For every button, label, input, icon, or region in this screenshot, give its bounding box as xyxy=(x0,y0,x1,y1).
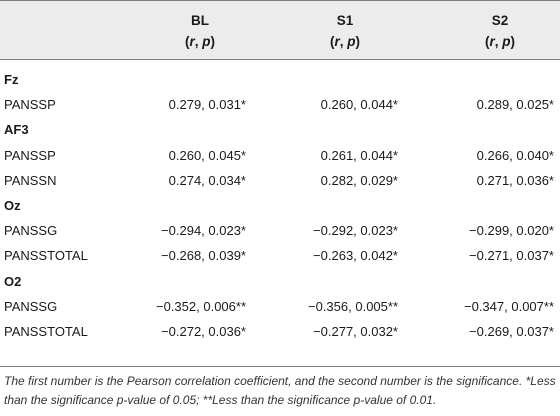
table-row: PANSSG −0.352, 0.006** −0.356, 0.005** −0.3… xyxy=(0,295,560,319)
row-label: PANSSP xyxy=(4,147,56,163)
row-label: PANSSP xyxy=(4,97,56,113)
row-label: PANSSTOTAL xyxy=(4,248,88,264)
table-row: PANSSTOTAL −0.268, 0.039* −0.263, 0.042* −0… xyxy=(0,244,560,268)
cell-bl: 0.279, 0.031* xyxy=(168,97,246,113)
table-bottom-rule xyxy=(0,366,560,367)
group-row: AF3 xyxy=(0,118,560,142)
cell-s1: −0.263, 0.042* xyxy=(313,248,398,264)
group-row: Fz xyxy=(0,68,560,92)
cell-s2: 0.289, 0.025* xyxy=(476,97,554,113)
table-header-rule xyxy=(0,59,560,60)
column-header-bl: BL (r, p) xyxy=(145,10,255,52)
table-row: PANSSP 0.279, 0.031* 0.260, 0.044* 0.289, 0… xyxy=(0,93,560,117)
row-label: PANSSG xyxy=(4,298,58,314)
column-header-bl-sub: (r, p) xyxy=(184,34,216,49)
cell-s1: −0.277, 0.032* xyxy=(313,324,398,339)
column-header-s2-title: S2 xyxy=(491,13,509,28)
cell-s2: −0.269, 0.037* xyxy=(469,324,554,339)
group-label: AF3 xyxy=(4,122,29,138)
column-header-s2: S2 (r, p) xyxy=(445,10,555,52)
cell-s1: −0.356, 0.005** xyxy=(308,298,398,314)
cell-bl: −0.352, 0.006** xyxy=(156,298,246,314)
table-row: PANSSTOTAL −0.272, 0.036* −0.277, 0.032* −0… xyxy=(0,320,560,344)
column-header-bl-title: BL xyxy=(191,13,209,28)
column-header-s1: S1 (r, p) xyxy=(290,10,400,52)
column-header-s1-sub: (r, p) xyxy=(329,34,361,49)
group-label: O2 xyxy=(4,273,22,289)
table-row: PANSSP 0.260, 0.045* 0.261, 0.044* 0.266, 0… xyxy=(0,144,560,168)
group-label: Fz xyxy=(4,72,19,87)
group-row: O2 xyxy=(0,270,560,294)
cell-s1: 0.260, 0.044* xyxy=(320,97,398,113)
row-label: PANSSTOTAL xyxy=(4,324,88,339)
table-row: PANSSG −0.294, 0.023* −0.292, 0.023* −0.299… xyxy=(0,219,560,243)
cell-s1: 0.261, 0.044* xyxy=(320,147,398,163)
table-footnote: The first number is the Pearson correlat… xyxy=(4,374,556,407)
table-top-rule xyxy=(0,0,560,1)
cell-bl: 0.260, 0.045* xyxy=(168,147,246,163)
table-row: PANSSN 0.274, 0.034* 0.282, 0.029* 0.271, 0… xyxy=(0,169,560,193)
cell-s2: 0.271, 0.036* xyxy=(476,172,554,188)
cell-s2: −0.271, 0.037* xyxy=(469,248,554,264)
cell-s1: −0.292, 0.023* xyxy=(313,223,398,239)
cell-bl: 0.274, 0.034* xyxy=(168,172,246,188)
column-header-s1-title: S1 xyxy=(336,13,354,28)
row-label: PANSSG xyxy=(4,223,58,239)
cell-s2: −0.347, 0.007** xyxy=(464,298,554,314)
cell-s2: −0.299, 0.020* xyxy=(469,223,554,239)
group-row: Oz xyxy=(0,194,560,218)
cell-s2: 0.266, 0.040* xyxy=(476,147,554,163)
cell-bl: −0.268, 0.039* xyxy=(161,248,246,264)
group-label: Oz xyxy=(4,198,21,213)
cell-s1: 0.282, 0.029* xyxy=(320,172,398,188)
cell-bl: −0.294, 0.023* xyxy=(161,223,246,239)
row-label: PANSSN xyxy=(4,172,57,188)
cell-bl: −0.272, 0.036* xyxy=(161,324,246,339)
table-header-background xyxy=(0,0,560,60)
column-header-s2-sub: (r, p) xyxy=(484,34,516,49)
